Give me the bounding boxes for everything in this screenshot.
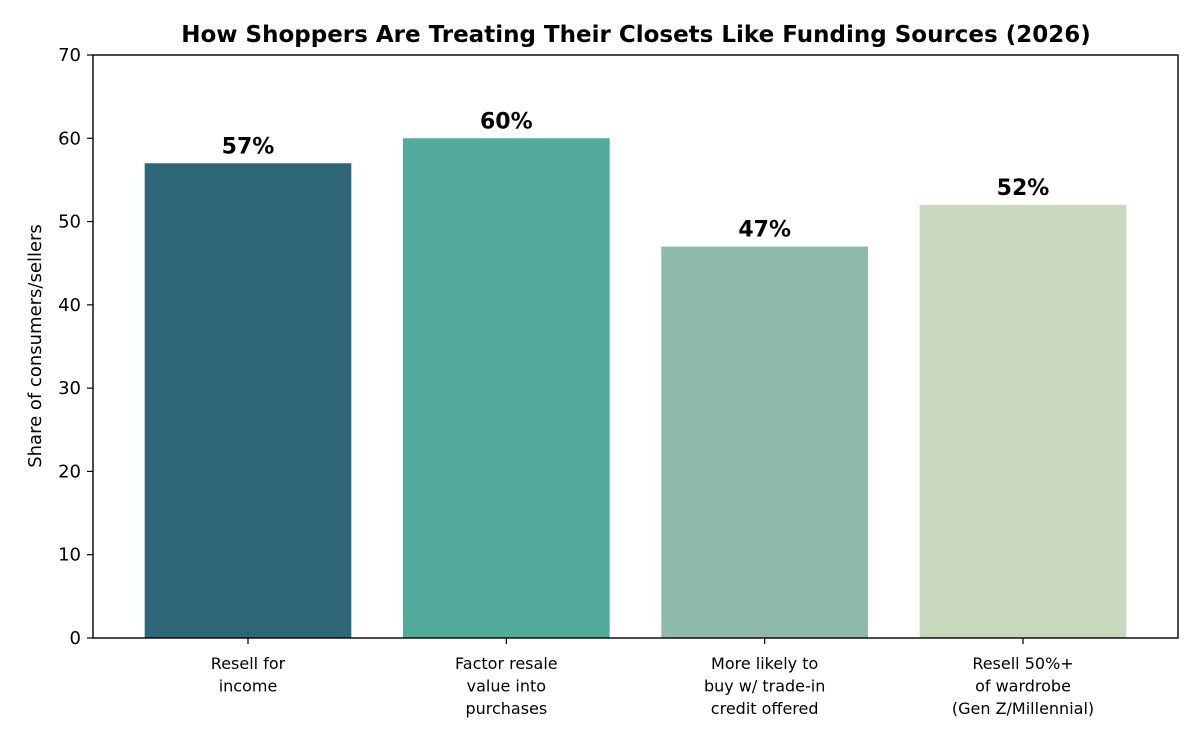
x-tick-label-line: buy w/ trade-in — [704, 677, 825, 696]
y-tick-label-40: 40 — [58, 295, 81, 316]
bar-2 — [403, 138, 610, 639]
bars-group — [144, 138, 1127, 639]
bar-4 — [919, 204, 1127, 638]
chart-title: How Shoppers Are Treating Their Closets … — [181, 22, 1091, 48]
x-tick-label-line: More likely to — [711, 654, 818, 673]
y-tick-label-70: 70 — [58, 45, 81, 66]
value-labels-group: 57% 60% 47% 52% — [222, 109, 1050, 242]
bar-value-label-2: 60% — [480, 109, 533, 134]
x-tick-label-line: purchases — [465, 699, 547, 718]
y-tick-label-0: 0 — [70, 628, 81, 649]
plot-frame — [92, 54, 1179, 639]
y-axis-label: Share of consumers/sellers — [25, 224, 46, 468]
bar-1 — [144, 163, 352, 638]
x-axis-ticks: Resell for income Factor resale value into p… — [211, 638, 1094, 718]
x-tick-label-3: More likely to buy w/ trade-in credit offe… — [704, 654, 825, 718]
x-tick-label-line: Factor resale — [455, 654, 558, 673]
bar-value-label-1: 57% — [222, 134, 275, 159]
bar-value-label-3: 47% — [738, 218, 791, 243]
bar-3 — [661, 246, 868, 639]
y-tick-label-60: 60 — [58, 128, 81, 149]
x-tick-label-4: Resell 50%+ of wardrobe (Gen Z/Millennial) — [952, 654, 1094, 718]
x-tick-label-line: Resell for — [211, 654, 286, 673]
y-tick-label-20: 20 — [58, 461, 81, 482]
y-axis-ticks: 0 10 20 30 40 50 60 70 — [58, 45, 93, 649]
x-tick-label-1: Resell for income — [211, 654, 286, 696]
bar-value-label-4: 52% — [997, 176, 1050, 201]
x-tick-label-line: credit offered — [711, 699, 819, 718]
y-tick-label-50: 50 — [58, 212, 81, 233]
x-tick-label-line: Resell 50%+ — [972, 654, 1073, 673]
x-tick-label-line: of wardrobe — [975, 677, 1071, 696]
x-tick-label-line: income — [219, 677, 278, 696]
x-tick-label-line: value into — [467, 677, 546, 696]
x-tick-label-2: Factor resale value into purchases — [455, 654, 558, 718]
y-tick-label-30: 30 — [58, 378, 81, 399]
x-tick-label-line: (Gen Z/Millennial) — [952, 699, 1094, 718]
y-tick-label-10: 10 — [58, 545, 81, 566]
